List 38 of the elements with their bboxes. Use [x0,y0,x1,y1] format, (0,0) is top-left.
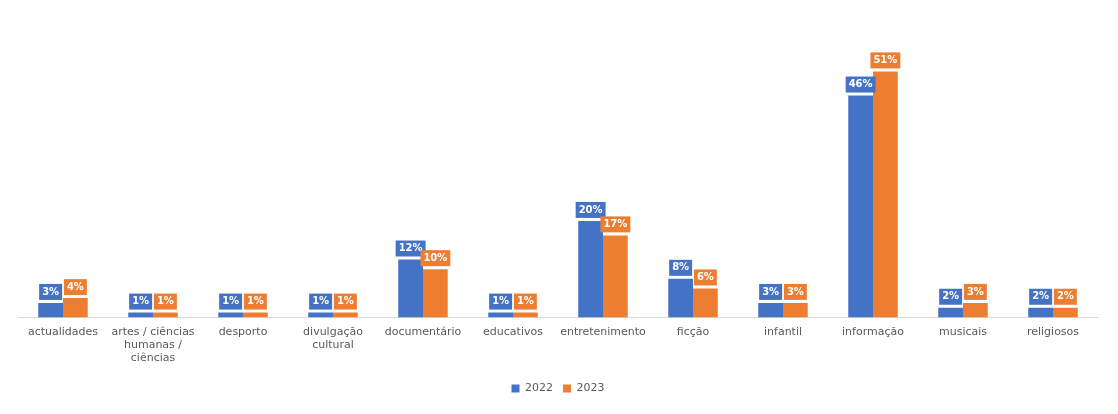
x-tick-label: educativos [483,324,544,338]
data-label: 1% [156,295,174,307]
data-label: 1% [312,295,330,307]
data-label: 4% [66,280,84,292]
data-label: 1% [492,295,510,307]
data-label: 3% [786,285,804,297]
data-label: 1% [222,295,240,307]
data-label: 1% [132,295,150,307]
legend-label: 2022 [525,381,554,395]
x-tick-label: desporto [218,324,268,338]
data-label: 1% [516,295,534,307]
data-label: 3% [42,285,60,297]
x-tick-label: divulgação cultural [303,324,364,352]
data-label: 51% [873,54,898,65]
data-label: 1% [336,295,354,307]
data-label: 3% [762,285,780,297]
x-tick-label: musicais [938,324,988,338]
data-label: 12% [398,242,423,254]
data-label: 3% [966,285,984,297]
data-label: 17% [603,218,628,229]
x-tick-label: documentário [384,324,462,338]
x-tick-label: ficção [676,324,710,338]
data-label: 10% [423,251,448,263]
data-label: 2% [1032,290,1050,302]
data-label: 1% [246,295,264,307]
data-label: 8% [672,261,690,273]
x-tick-label: entretenimento [560,324,647,338]
data-label: 2% [942,290,960,302]
x-tick-label: informação [842,324,905,338]
data-label: 46% [848,78,873,90]
data-label: 2% [1056,290,1074,302]
legend-label: 2023 [576,381,605,395]
data-label: 20% [578,203,603,215]
x-tick-label: actualidades [27,324,99,338]
x-tick-label: infantil [763,324,803,338]
x-tick-label: artes / ciências humanas / ciências [111,324,195,365]
x-tick-label: religiosos [1026,324,1080,338]
data-label: 6% [696,271,714,283]
